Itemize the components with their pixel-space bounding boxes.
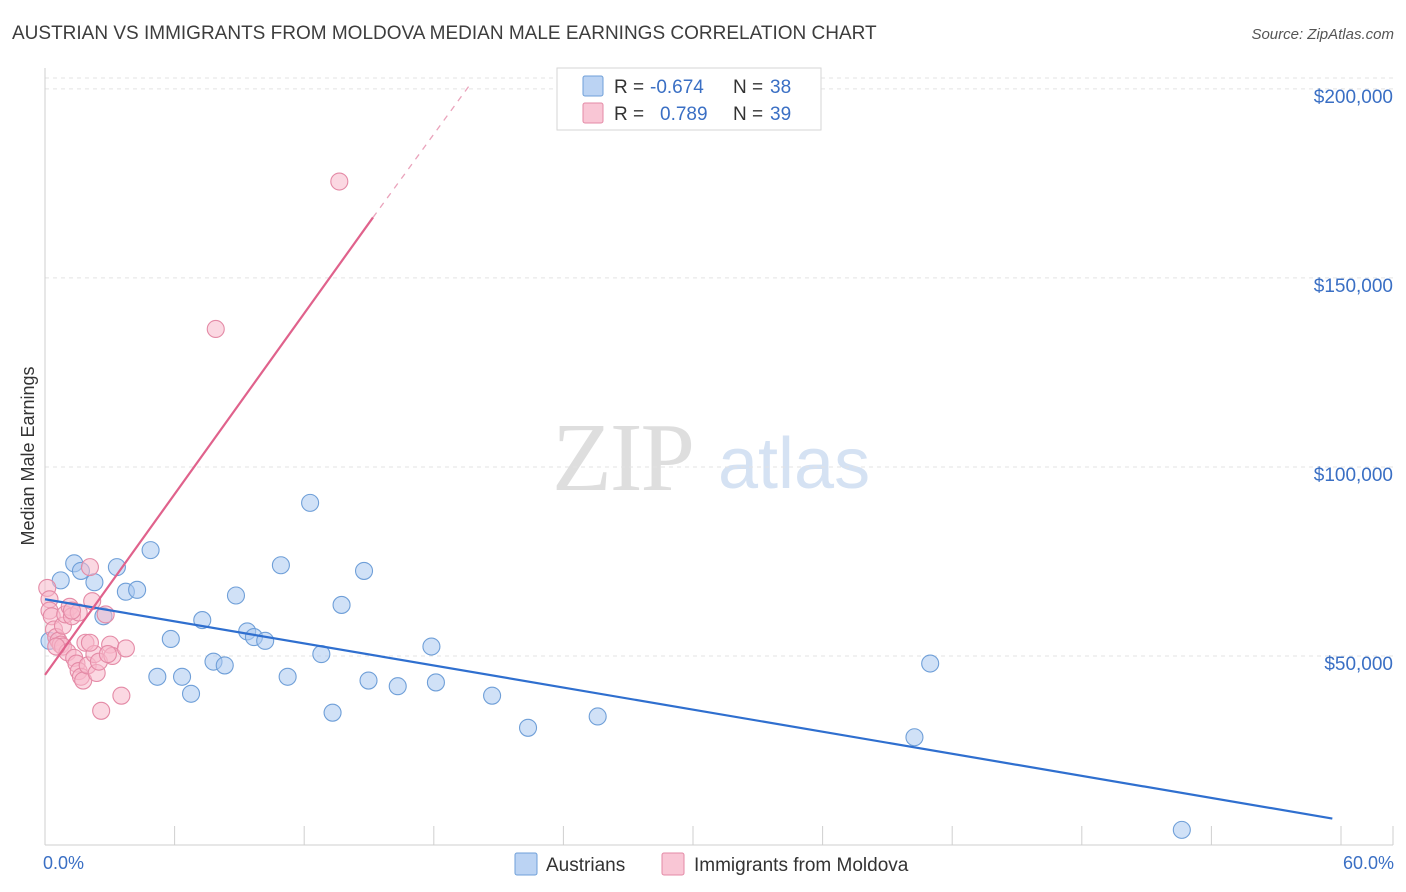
point-austrians	[921, 654, 940, 673]
point-austrians	[278, 667, 297, 686]
chart-title: AUSTRIAN VS IMMIGRANTS FROM MOLDOVA MEDI…	[12, 23, 877, 44]
legend-top: R = -0.674 N = 38 R = 0.789 N = 39	[556, 67, 822, 131]
point-austrians	[905, 728, 924, 747]
trend-line-moldova	[44, 216, 374, 676]
point-austrians	[332, 595, 351, 614]
legend-bottom-label-austrians: Austrians	[546, 855, 625, 876]
point-austrians	[301, 493, 320, 512]
legend-r-label: R =	[614, 104, 644, 125]
point-austrians	[271, 556, 290, 575]
point-austrians	[588, 707, 607, 726]
watermark-atlas: atlas	[718, 424, 870, 504]
point-austrians	[323, 703, 342, 722]
legend-bottom-swatch-moldova	[661, 852, 685, 876]
trend-lines	[44, 84, 1333, 820]
point-moldova	[98, 645, 117, 664]
legend-n-value-moldova: 39	[770, 104, 791, 125]
legend-n-label: N =	[733, 77, 763, 98]
legend-swatch-austrians	[582, 75, 604, 97]
point-moldova	[80, 633, 99, 652]
trend-line-moldova-extension	[372, 84, 471, 218]
chart-source: Source: ZipAtlas.com	[1251, 26, 1394, 43]
point-moldova	[116, 639, 135, 658]
watermark-zip: ZIP	[552, 404, 693, 512]
point-moldova	[330, 172, 349, 191]
legend-bottom-label-moldova: Immigrants from Moldova	[694, 855, 909, 876]
trend-line-austrians	[44, 598, 1333, 820]
point-austrians	[148, 667, 167, 686]
point-moldova	[206, 319, 225, 339]
gridlines	[45, 77, 1393, 657]
y-tick-labels: $50,000 $100,000 $150,000 $200,000	[1314, 87, 1393, 675]
legend-r-value-moldova: 0.789	[660, 104, 708, 125]
x-tick-label: 60.0%	[1343, 853, 1394, 873]
point-austrians	[483, 686, 502, 705]
legend-bottom-swatch-austrians	[514, 852, 538, 876]
point-austrians	[359, 671, 378, 690]
legend-r-label: R =	[614, 77, 644, 98]
x-tick-labels: 0.0% 60.0%	[43, 853, 1394, 873]
legend-n-value-austrians: 38	[770, 77, 791, 98]
x-tick-label: 0.0%	[43, 853, 84, 873]
point-moldova	[112, 686, 131, 705]
point-austrians	[141, 541, 160, 560]
point-austrians	[518, 718, 538, 737]
legend-r-value-austrians: -0.674	[650, 77, 704, 98]
point-austrians	[426, 673, 445, 692]
y-tick-label: $100,000	[1314, 465, 1393, 486]
point-austrians	[51, 571, 70, 590]
y-tick-label: $50,000	[1324, 654, 1393, 675]
y-tick-label: $200,000	[1314, 87, 1393, 108]
point-moldova	[92, 701, 111, 720]
point-austrians	[1172, 820, 1191, 839]
point-austrians	[128, 580, 147, 599]
point-austrians	[161, 629, 180, 649]
legend-swatch-moldova	[582, 102, 604, 124]
point-austrians	[354, 561, 374, 580]
point-austrians	[422, 637, 441, 656]
point-moldova	[80, 558, 99, 577]
axes	[44, 68, 1394, 846]
point-austrians	[172, 667, 192, 686]
legend-bottom: Austrians Immigrants from Moldova	[514, 852, 909, 876]
point-austrians	[181, 684, 201, 703]
point-austrians	[388, 677, 407, 696]
legend-n-label: N =	[733, 104, 763, 125]
point-moldova	[62, 601, 82, 620]
y-tick-label: $150,000	[1314, 276, 1393, 297]
point-austrians	[85, 573, 104, 592]
data-points	[38, 172, 1191, 839]
point-austrians	[215, 656, 234, 675]
y-axis-label: Median Male Earnings	[18, 366, 38, 545]
point-austrians	[226, 586, 246, 605]
